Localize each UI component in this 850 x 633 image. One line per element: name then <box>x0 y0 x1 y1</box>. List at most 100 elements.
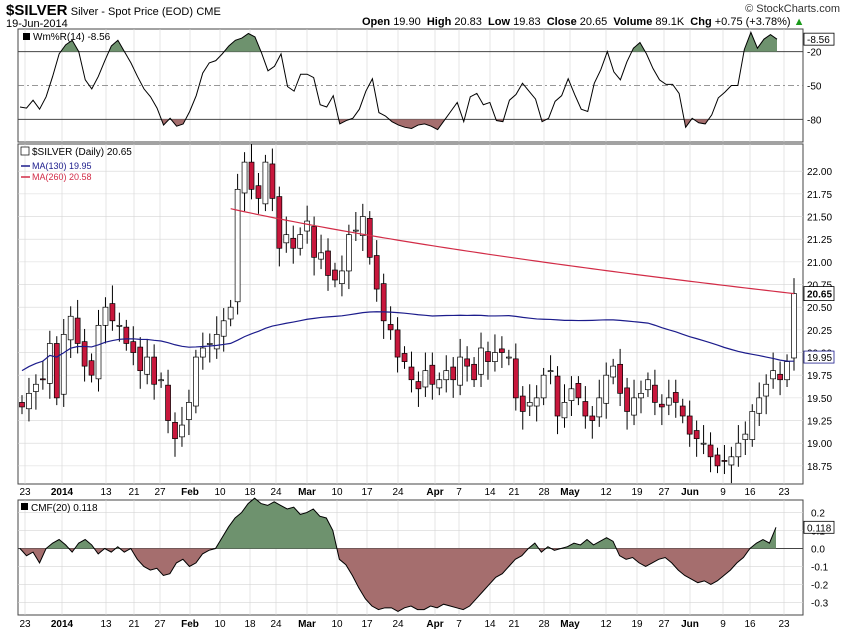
price-candle <box>116 312 123 342</box>
wr-last-label: -8.56 <box>807 35 830 46</box>
price-candle <box>53 336 60 406</box>
candle-body <box>67 315 74 341</box>
cmf-ytick-4: -0.2 <box>811 580 829 591</box>
price-candle <box>665 379 672 416</box>
candle-body <box>304 220 311 232</box>
price-candle <box>742 421 749 455</box>
cmf-ytick-5: -0.3 <box>811 598 829 609</box>
price-candle <box>172 412 178 457</box>
price-candle <box>721 445 728 475</box>
price-xtick-5: Feb <box>181 487 199 498</box>
wr-legend-swatch <box>23 33 30 40</box>
candle-body <box>464 358 470 367</box>
price-xtick-4: 27 <box>154 487 166 498</box>
cmf-xtick-14: 7 <box>456 619 462 630</box>
price-candle <box>262 154 269 212</box>
cmf-xtick-3: 21 <box>128 619 140 630</box>
candle-body <box>526 402 533 407</box>
candle-body <box>81 341 88 367</box>
price-candle <box>450 357 457 398</box>
price-candle <box>519 386 526 430</box>
candle-body <box>631 397 637 416</box>
price-candle <box>165 369 171 434</box>
price-xtick-6: 10 <box>214 487 226 498</box>
cmf-xtick-24: 16 <box>744 619 756 630</box>
candle-body <box>241 161 248 194</box>
price-ytick-8: 20.75 <box>807 281 832 292</box>
price-candle <box>575 376 582 406</box>
candle-body <box>123 326 130 344</box>
chg-label: Chg <box>690 16 712 28</box>
candle-body <box>165 384 171 421</box>
high-value: 20.83 <box>454 16 482 28</box>
candle-body <box>283 234 290 244</box>
candle-body <box>248 161 255 190</box>
cmf-xtick-13: Apr <box>426 619 443 630</box>
cmf-legend-swatch <box>21 503 28 510</box>
price-candle <box>763 374 770 415</box>
price-candle <box>492 334 498 372</box>
candle-body <box>40 378 46 381</box>
price-candle <box>88 353 95 383</box>
price-candle <box>137 337 144 389</box>
candle-body <box>297 234 304 249</box>
candle-body <box>540 374 547 399</box>
candle-body <box>603 374 610 404</box>
candle-body <box>561 402 568 419</box>
wr-legend: Wm%R(14) -8.56 <box>33 32 111 43</box>
price-candle <box>144 338 151 385</box>
candle-body <box>255 185 262 199</box>
price-candle <box>645 372 651 397</box>
price-candle <box>471 357 477 387</box>
cmf-xtick-20: 19 <box>631 619 643 630</box>
candle-body <box>457 356 464 386</box>
price-candle <box>485 341 491 380</box>
close-label: Close <box>546 16 577 28</box>
candle-body <box>46 343 53 384</box>
cmf-xtick-10: 10 <box>331 619 343 630</box>
price-xtick-3: 21 <box>128 487 140 498</box>
candle-body <box>582 401 589 417</box>
candle-body <box>130 341 137 353</box>
price-xtick-0: 23 <box>19 487 31 498</box>
price-candle <box>672 379 679 418</box>
price-candle <box>346 224 352 290</box>
price-candle <box>227 299 234 327</box>
price-candle <box>429 352 436 400</box>
candle-body <box>373 255 380 290</box>
price-candle <box>332 262 338 288</box>
price-candle <box>158 372 164 388</box>
price-candle <box>415 371 422 407</box>
price-candle <box>373 240 380 302</box>
cmf-xtick-2: 13 <box>100 619 112 630</box>
cmf-xtick-19: 12 <box>600 619 612 630</box>
candle-body <box>318 252 324 260</box>
price-candle <box>700 425 707 455</box>
quote-summary: Open 19.90 High 20.83 Low 19.83 Close 20… <box>362 16 805 28</box>
price-ytick-0: 18.75 <box>807 462 832 473</box>
candle-body <box>151 356 157 385</box>
quote-date: 19-Jun-2014 <box>6 18 68 30</box>
price-xtick-19: 12 <box>600 487 612 498</box>
candle-body <box>791 293 797 359</box>
ma130-value-label: 19.95 <box>807 353 832 364</box>
price-candle <box>26 377 32 422</box>
candle-body <box>401 353 408 362</box>
candle-body <box>290 237 297 249</box>
price-candle <box>464 346 470 382</box>
cmf-ytick-0: 0.2 <box>811 509 825 520</box>
price-xtick-25: 23 <box>778 487 790 498</box>
cmf-xtick-17: 28 <box>538 619 550 630</box>
candle-body <box>443 370 450 381</box>
wr-ytick-0: -20 <box>807 48 822 59</box>
price-xtick-21: 27 <box>658 487 670 498</box>
cmf-ytick-3: -0.1 <box>811 562 829 573</box>
candle-body <box>679 405 686 417</box>
last-price-box <box>803 286 835 302</box>
price-candle <box>777 361 783 396</box>
wr-oversold-fill <box>161 119 709 130</box>
candle-body <box>346 234 352 272</box>
ma130-legend: MA(130) 19.95 <box>32 161 92 171</box>
candle-body <box>450 366 457 381</box>
